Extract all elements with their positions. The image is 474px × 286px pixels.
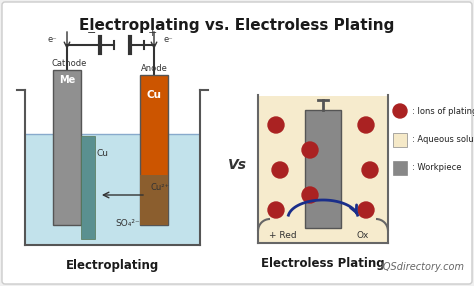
Text: −: −	[87, 28, 97, 38]
Text: Me: Me	[59, 75, 75, 85]
Text: e⁻: e⁻	[47, 35, 57, 43]
Circle shape	[393, 104, 407, 118]
FancyBboxPatch shape	[2, 2, 472, 284]
Text: Vs: Vs	[228, 158, 246, 172]
Circle shape	[302, 142, 318, 158]
Bar	[140, 175, 168, 225]
Bar	[305, 110, 341, 228]
Text: Anode: Anode	[141, 64, 167, 73]
Text: Cathode: Cathode	[51, 59, 87, 68]
Circle shape	[302, 187, 318, 203]
Text: Ox: Ox	[357, 231, 369, 239]
Text: Cu²⁺: Cu²⁺	[151, 182, 170, 192]
Circle shape	[272, 162, 288, 178]
Text: IQSdirectory.com: IQSdirectory.com	[381, 262, 465, 272]
Bar	[259, 96, 387, 242]
Circle shape	[268, 202, 284, 218]
Text: : Aqueous solution: : Aqueous solution	[412, 136, 474, 144]
Bar	[393, 133, 407, 147]
Bar	[393, 161, 407, 175]
Text: Electroless Plating: Electroless Plating	[261, 257, 385, 270]
Text: Cu: Cu	[97, 150, 109, 158]
Text: : Ions of plating material: : Ions of plating material	[412, 108, 474, 116]
Bar	[53, 70, 81, 225]
Text: SO₄²⁻: SO₄²⁻	[115, 219, 140, 227]
Bar	[140, 75, 168, 225]
Circle shape	[358, 117, 374, 133]
Text: Electroplating: Electroplating	[66, 259, 159, 272]
Circle shape	[362, 162, 378, 178]
Text: e⁻: e⁻	[164, 35, 173, 43]
Bar	[81, 136, 95, 239]
Text: Cu: Cu	[146, 90, 162, 100]
Circle shape	[358, 202, 374, 218]
Bar	[26, 134, 199, 244]
Text: +: +	[147, 28, 157, 38]
Circle shape	[268, 117, 284, 133]
Text: : Workpiece: : Workpiece	[412, 164, 462, 172]
Text: + Red: + Red	[269, 231, 297, 239]
Text: Electroplating vs. Electroless Plating: Electroplating vs. Electroless Plating	[79, 18, 395, 33]
